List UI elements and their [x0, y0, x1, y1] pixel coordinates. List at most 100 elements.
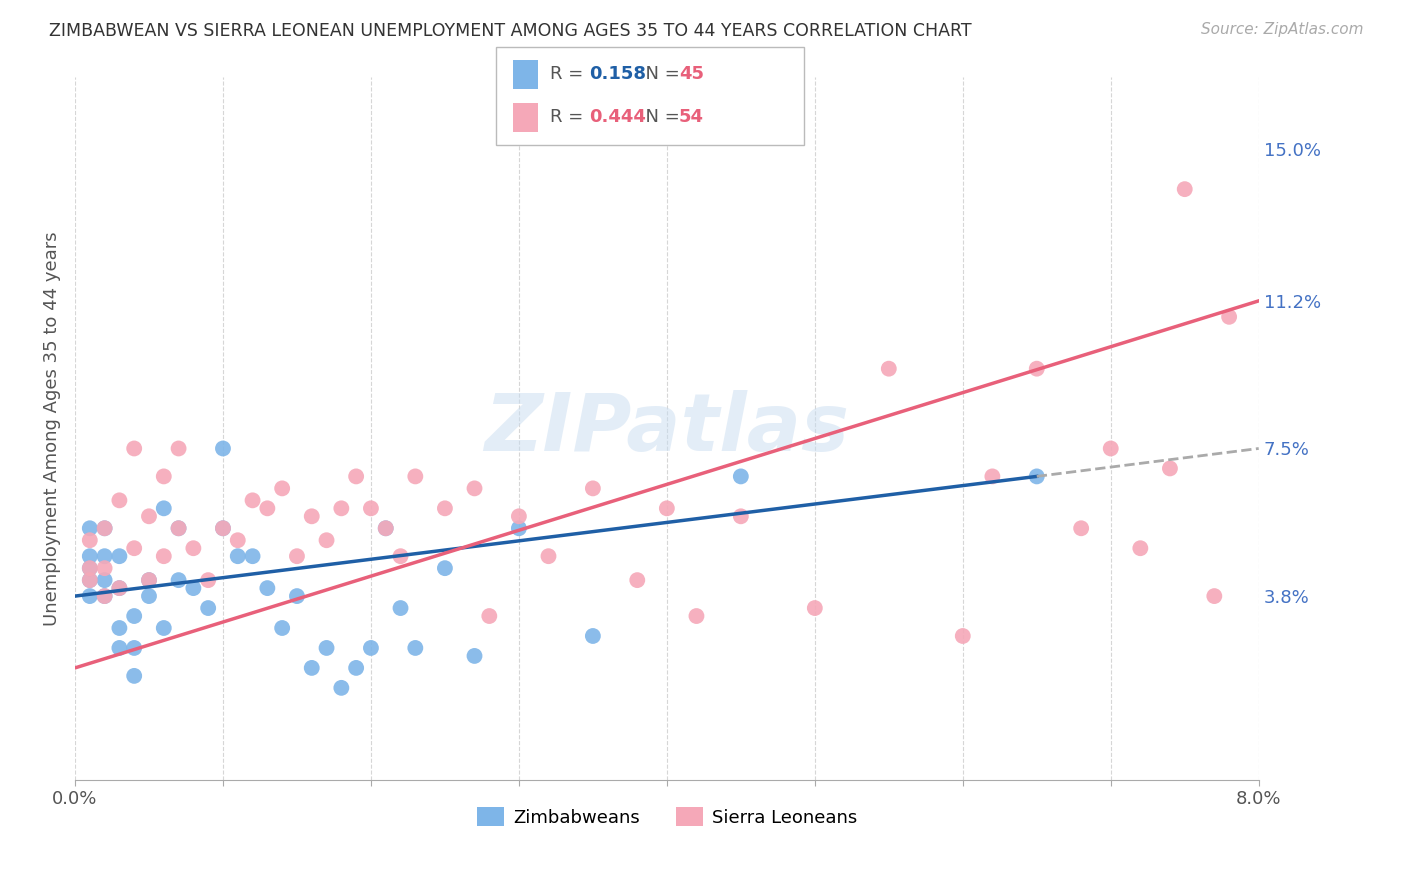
Point	[626, 573, 648, 587]
Point	[79, 573, 101, 587]
Point	[122, 669, 145, 683]
Point	[79, 549, 101, 564]
Point	[301, 661, 323, 675]
Point	[463, 482, 485, 496]
Point	[212, 521, 235, 535]
Text: R =: R =	[550, 109, 589, 127]
Text: N =: N =	[634, 65, 686, 83]
Text: 45: 45	[679, 65, 704, 83]
Legend: Zimbabweans, Sierra Leoneans: Zimbabweans, Sierra Leoneans	[470, 800, 865, 834]
Point	[167, 573, 190, 587]
Point	[315, 640, 337, 655]
Point	[152, 469, 174, 483]
Point	[93, 521, 115, 535]
Point	[508, 521, 530, 535]
Point	[122, 609, 145, 624]
Point	[122, 541, 145, 556]
Text: 0.158: 0.158	[589, 65, 647, 83]
Point	[93, 589, 115, 603]
Point	[463, 648, 485, 663]
Point	[167, 521, 190, 535]
Point	[404, 640, 426, 655]
Point	[152, 501, 174, 516]
Point	[582, 482, 605, 496]
Point	[389, 601, 412, 615]
Point	[478, 609, 501, 624]
Point	[1204, 589, 1226, 603]
Point	[330, 501, 353, 516]
Text: ZIPatlas: ZIPatlas	[484, 390, 849, 467]
Point	[374, 521, 396, 535]
Point	[108, 621, 131, 635]
Point	[374, 521, 396, 535]
Point	[508, 509, 530, 524]
Point	[93, 573, 115, 587]
Point	[79, 533, 101, 548]
Point	[1025, 469, 1047, 483]
Point	[433, 561, 456, 575]
Point	[79, 589, 101, 603]
Point	[1159, 461, 1181, 475]
Point	[1070, 521, 1092, 535]
Point	[122, 640, 145, 655]
Point	[108, 640, 131, 655]
Point	[93, 561, 115, 575]
Point	[877, 361, 900, 376]
Point	[93, 521, 115, 535]
Point	[79, 561, 101, 575]
Point	[212, 442, 235, 456]
Point	[256, 501, 278, 516]
Point	[108, 581, 131, 595]
Text: N =: N =	[634, 109, 686, 127]
Point	[433, 501, 456, 516]
Point	[256, 581, 278, 595]
Point	[344, 469, 367, 483]
Point	[197, 601, 219, 615]
Text: 54: 54	[679, 109, 704, 127]
Point	[952, 629, 974, 643]
Point	[301, 509, 323, 524]
Point	[360, 640, 382, 655]
Point	[79, 561, 101, 575]
Point	[226, 549, 249, 564]
Point	[404, 469, 426, 483]
Point	[197, 573, 219, 587]
Point	[655, 501, 678, 516]
Point	[93, 549, 115, 564]
Point	[360, 501, 382, 516]
Point	[285, 589, 308, 603]
Point	[537, 549, 560, 564]
Point	[138, 509, 160, 524]
Point	[271, 621, 294, 635]
Point	[138, 573, 160, 587]
Point	[108, 493, 131, 508]
Point	[344, 661, 367, 675]
Point	[108, 549, 131, 564]
Point	[152, 621, 174, 635]
Point	[285, 549, 308, 564]
Text: 0.444: 0.444	[589, 109, 645, 127]
Point	[1129, 541, 1152, 556]
Point	[1025, 361, 1047, 376]
Point	[582, 629, 605, 643]
Point	[981, 469, 1004, 483]
Point	[1174, 182, 1197, 196]
Text: Source: ZipAtlas.com: Source: ZipAtlas.com	[1201, 22, 1364, 37]
Point	[271, 482, 294, 496]
Point	[167, 521, 190, 535]
Point	[242, 549, 264, 564]
Point	[93, 589, 115, 603]
Point	[167, 442, 190, 456]
Text: R =: R =	[550, 65, 589, 83]
Point	[1099, 442, 1122, 456]
Point	[389, 549, 412, 564]
Point	[138, 589, 160, 603]
Point	[242, 493, 264, 508]
Point	[730, 509, 752, 524]
Point	[330, 681, 353, 695]
Point	[804, 601, 827, 615]
Point	[226, 533, 249, 548]
Point	[152, 549, 174, 564]
Point	[79, 573, 101, 587]
Point	[108, 581, 131, 595]
